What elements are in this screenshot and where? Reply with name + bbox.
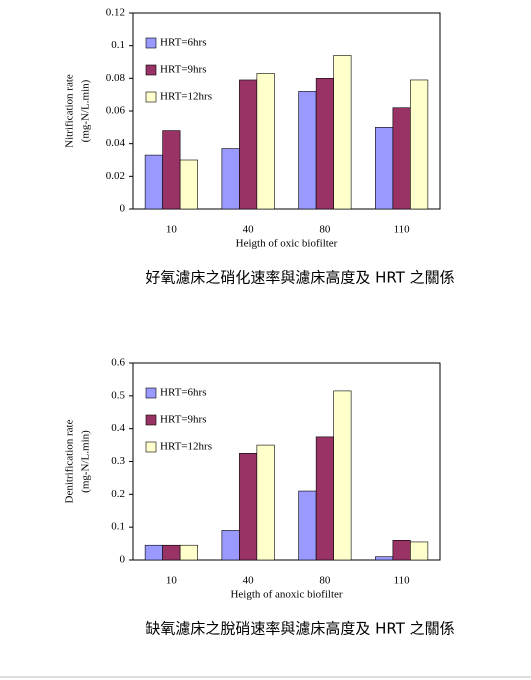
legend-label: HRT=12hrs	[160, 441, 212, 453]
bar	[375, 556, 394, 561]
x-tick-label: 110	[394, 224, 411, 236]
x-tick-label: 10	[166, 224, 178, 236]
caption: 缺氧濾床之脫硝速率與濾床高度及 HRT 之關係	[145, 620, 454, 638]
bar	[179, 544, 198, 561]
y-tick-label: 0.12	[106, 7, 125, 19]
y-tick-label: 0.5	[111, 389, 125, 401]
y-axis-title: (mg-N/L.min)	[80, 430, 92, 493]
legend-label: HRT=9hrs	[160, 414, 207, 426]
bar	[179, 159, 198, 210]
bar	[162, 544, 181, 561]
bar	[239, 79, 258, 210]
bar	[298, 91, 317, 210]
legend-swatch	[145, 91, 157, 103]
x-tick-label: 40	[243, 575, 255, 587]
bar	[256, 444, 275, 561]
bar	[298, 490, 317, 561]
bar	[256, 73, 275, 210]
y-axis-title: (mg-N/L.min)	[80, 79, 92, 142]
legend-swatch	[145, 414, 157, 426]
bar	[221, 148, 240, 210]
bar	[375, 127, 394, 210]
legend-label: HRT=9hrs	[160, 64, 207, 76]
x-tick-label: 40	[243, 224, 255, 236]
bar	[333, 390, 352, 561]
y-tick-label: 0.6	[111, 357, 125, 369]
bar	[162, 130, 181, 210]
y-tick-label: 0.4	[111, 422, 125, 434]
bar	[392, 107, 411, 210]
legend-swatch	[145, 387, 157, 399]
y-tick-label: 0.04	[106, 137, 126, 149]
x-axis-title: Heigth of anoxic biofilter	[230, 589, 342, 601]
y-tick-label: 0.1	[111, 521, 125, 533]
x-axis-title: Heigth of oxic biofilter	[236, 238, 338, 250]
y-axis-title: Denitrification rate	[64, 419, 76, 503]
x-tick-label: 80	[319, 575, 331, 587]
y-tick-label: 0.06	[106, 105, 126, 117]
y-tick-label: 0.3	[111, 455, 125, 467]
y-tick-label: 0.1	[111, 39, 125, 51]
bar	[315, 78, 334, 210]
x-tick-label: 80	[319, 224, 331, 236]
y-tick-label: 0.08	[106, 72, 126, 84]
y-tick-label: 0.2	[111, 488, 125, 500]
y-axis-title: Nitrification rate	[64, 74, 76, 148]
y-tick-label: 0	[120, 554, 126, 566]
legend-swatch	[145, 441, 157, 453]
caption: 好氧濾床之硝化速率與濾床高度及 HRT 之關係	[145, 269, 454, 287]
y-tick-label: 0.02	[106, 170, 125, 182]
legend-label: HRT=6hrs	[160, 37, 207, 49]
y-tick-label: 0	[120, 203, 126, 215]
bar	[392, 539, 411, 561]
bar	[315, 436, 334, 561]
bar	[239, 452, 258, 561]
bar	[221, 530, 240, 561]
legend-label: HRT=6hrs	[160, 387, 207, 399]
bar	[410, 541, 429, 561]
bar	[333, 55, 352, 210]
legend-label: HRT=12hrs	[160, 91, 212, 103]
x-tick-label: 10	[166, 575, 178, 587]
legend-swatch	[145, 37, 157, 49]
bar	[144, 154, 163, 210]
legend-swatch	[145, 64, 157, 76]
bar	[144, 544, 163, 561]
x-tick-label: 110	[394, 575, 411, 587]
bar	[410, 79, 429, 210]
